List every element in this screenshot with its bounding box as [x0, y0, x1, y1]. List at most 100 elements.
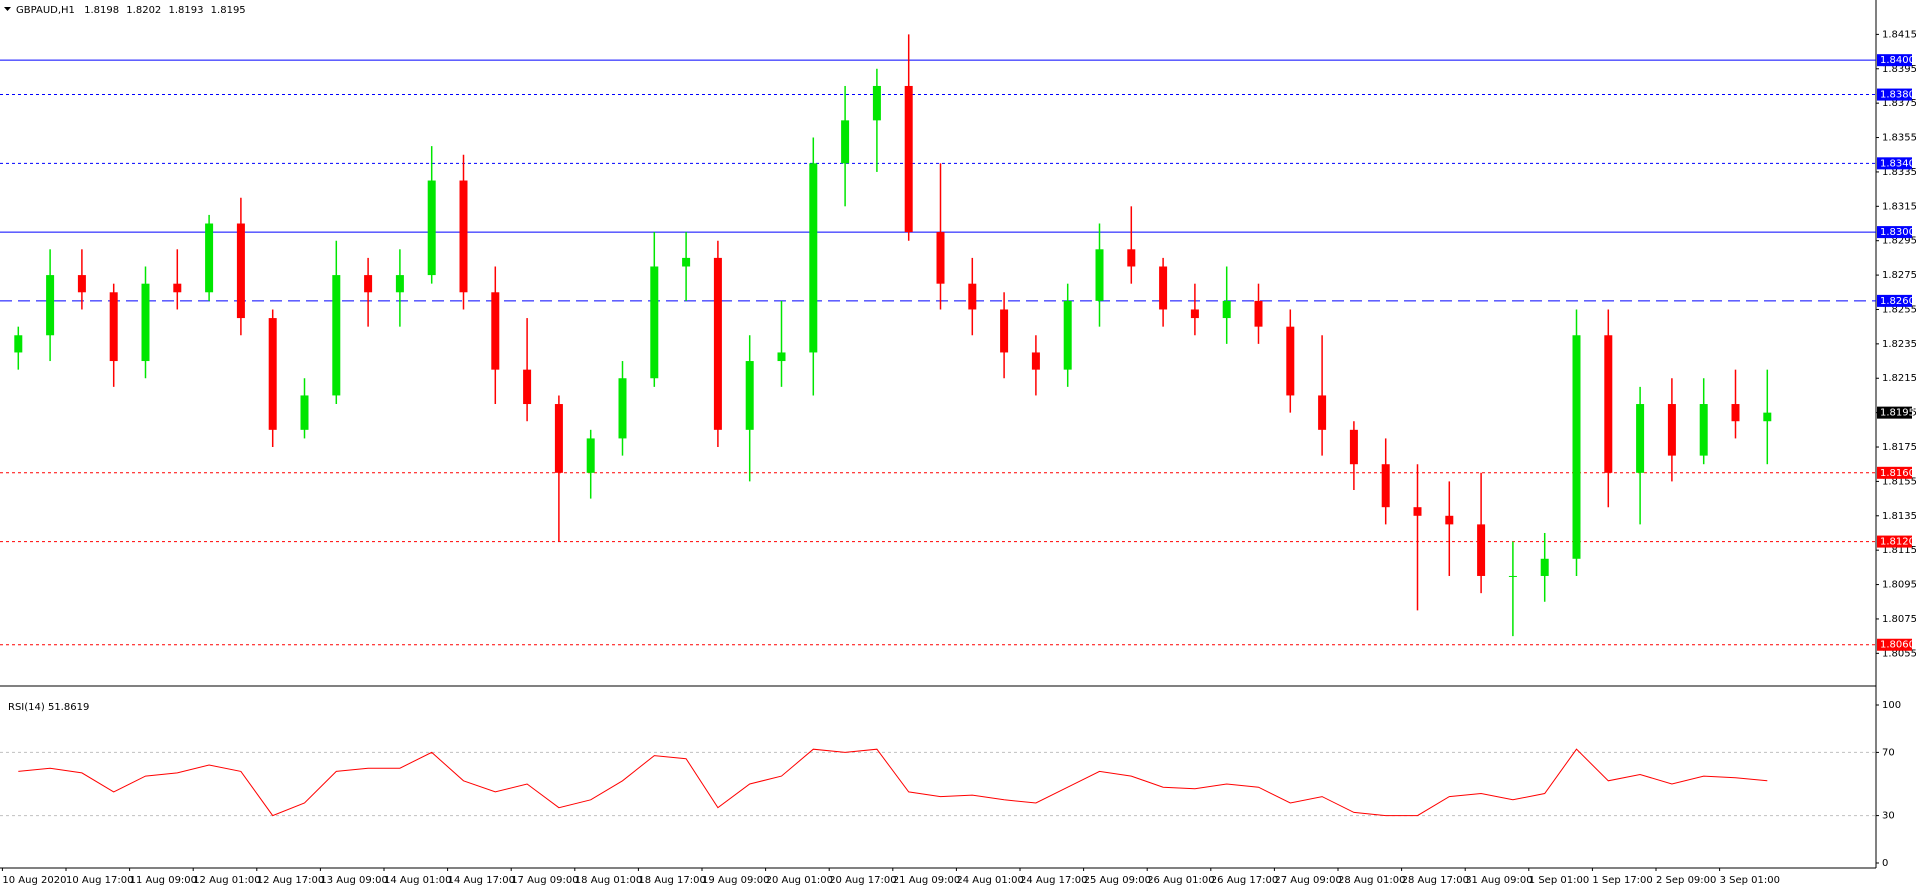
y-tick-label: 1.8075 [1882, 614, 1916, 625]
candle [1254, 283, 1263, 344]
x-tick-label: 26 Aug 01:00 [1147, 875, 1214, 886]
candle [1222, 266, 1231, 344]
candle-body [1381, 464, 1390, 508]
y-tick-label: 1.8375 [1882, 98, 1916, 109]
level-label-box [1877, 157, 1912, 170]
candle-body [618, 378, 627, 439]
y-tick-label: 1.8295 [1882, 236, 1916, 247]
candle [1159, 257, 1168, 327]
candle [173, 249, 182, 310]
candle [109, 283, 118, 387]
candle [1667, 378, 1676, 482]
x-tick-label: 26 Aug 17:00 [1211, 875, 1278, 886]
candle [46, 249, 55, 362]
rsi-title: RSI(14) 51.8619 [8, 702, 89, 713]
candle-body [777, 352, 786, 362]
quote-low: 1.8193 [168, 5, 203, 16]
level-label: 1.8060 [1880, 640, 1915, 651]
quote-high: 1.8202 [126, 5, 161, 16]
level-label-box [1877, 88, 1912, 101]
candle-body [809, 163, 818, 353]
candle-body [1572, 335, 1581, 559]
level-label: 1.8300 [1880, 227, 1915, 238]
candle-body [364, 275, 373, 293]
level-label-box [1877, 54, 1912, 67]
candle-body [1159, 266, 1168, 310]
level-label-box [1877, 294, 1912, 307]
level-label: 1.8400 [1880, 55, 1915, 66]
chart-header: GBPAUD,H1 1.8198 1.8202 1.8193 1.8195 [16, 5, 246, 16]
candle-body [1286, 326, 1295, 396]
x-tick-label: 13 Aug 09:00 [320, 875, 387, 886]
candle-body [682, 257, 691, 267]
candle [1508, 541, 1517, 637]
candle [936, 163, 945, 310]
candle-body [1222, 300, 1231, 319]
candle-body [173, 283, 182, 293]
candle [523, 318, 532, 422]
candle-body [745, 361, 754, 430]
y-tick-label: 1.8055 [1882, 648, 1916, 659]
candle [745, 335, 754, 482]
candle [1445, 481, 1454, 576]
candle [300, 378, 309, 439]
x-tick-label: 24 Aug 17:00 [1020, 875, 1087, 886]
level-label-box [1877, 466, 1912, 479]
candle [205, 214, 214, 301]
candle-body [841, 120, 850, 164]
candle-body [713, 257, 722, 430]
candle [268, 309, 277, 448]
candle [1604, 309, 1613, 508]
candle-body [77, 275, 86, 293]
level-label-box [1877, 535, 1912, 548]
candle-body [1731, 404, 1740, 422]
candle [1095, 223, 1104, 327]
candle [1349, 421, 1358, 490]
candle [1031, 335, 1040, 396]
candle-body [1063, 300, 1072, 370]
y-tick-label: 1.8095 [1882, 580, 1916, 591]
y-tick-label: 1.8215 [1882, 373, 1916, 384]
x-tick-label: 19 Aug 09:00 [702, 875, 769, 886]
candle [682, 232, 691, 301]
collapse-icon[interactable] [4, 7, 11, 11]
candle [809, 137, 818, 396]
y-tick-label: 1.8155 [1882, 476, 1916, 487]
y-tick-label: 1.8395 [1882, 64, 1916, 75]
candle-body [586, 438, 595, 473]
x-tick-label: 20 Aug 01:00 [766, 875, 833, 886]
x-tick-label: 31 Aug 09:00 [1465, 875, 1532, 886]
candle [1381, 438, 1390, 525]
candle-body [872, 85, 881, 121]
candle [1636, 386, 1645, 525]
y-tick-label: 1.8275 [1882, 270, 1916, 281]
x-tick-label: 2 Sep 09:00 [1656, 875, 1716, 886]
candle-body [1254, 300, 1263, 327]
x-tick-label: 12 Aug 01:00 [193, 875, 260, 886]
x-tick-label: 18 Aug 01:00 [575, 875, 642, 886]
candle [1699, 378, 1708, 465]
y-tick-label: 1.8355 [1882, 133, 1916, 144]
candle [332, 240, 341, 405]
y-tick-label: 1.8235 [1882, 339, 1916, 350]
x-tick-label: 28 Aug 01:00 [1338, 875, 1405, 886]
y-tick-label: 1.8175 [1882, 442, 1916, 453]
candle-body [236, 223, 245, 319]
candle [841, 85, 850, 207]
y-tick-label: 1.8135 [1882, 511, 1916, 522]
x-tick-label: 28 Aug 17:00 [1402, 875, 1469, 886]
candle [554, 395, 563, 542]
candle-body [109, 292, 118, 362]
candle [713, 240, 722, 448]
y-tick-label: 1.8115 [1882, 545, 1916, 556]
candle [1000, 292, 1009, 379]
x-tick-label: 3 Sep 01:00 [1720, 875, 1780, 886]
level-label: 1.8380 [1880, 90, 1915, 101]
last-price-box [1877, 406, 1912, 419]
candle-body [1508, 575, 1517, 577]
candle-body [1604, 335, 1613, 473]
quote-open: 1.8198 [84, 5, 119, 16]
candle-body [46, 275, 55, 336]
level-label: 1.8260 [1880, 296, 1915, 307]
candle-body [1540, 558, 1549, 576]
